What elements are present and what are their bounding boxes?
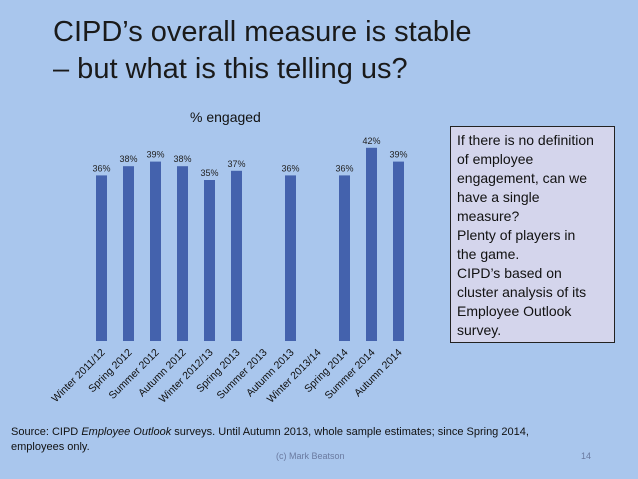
callout-line: Employee Outlook	[457, 303, 572, 319]
bar	[204, 180, 215, 341]
bar	[177, 166, 188, 341]
bar	[285, 175, 296, 341]
source-line2: employees only.	[11, 441, 90, 453]
source-suffix: surveys. Until Autumn 2013, whole sample…	[171, 426, 529, 438]
bar	[150, 161, 161, 341]
callout-line: survey.	[457, 322, 502, 338]
footer-credit: (c) Mark Beatson	[276, 451, 345, 461]
data-label: 36%	[281, 163, 299, 173]
bar	[393, 161, 404, 341]
data-label: 39%	[389, 150, 407, 160]
source-prefix: Source: CIPD	[11, 426, 82, 438]
callout-box: If there is no definition of employee en…	[450, 126, 615, 343]
page-number: 14	[581, 451, 592, 461]
slide-title: CIPD’s overall measure is stable – but w…	[53, 14, 613, 88]
bar	[123, 166, 134, 341]
data-label: 38%	[119, 154, 137, 164]
chart-title: % engaged	[190, 109, 261, 125]
callout-line: the game.	[457, 246, 520, 262]
slide-title-line1: CIPD’s overall measure is stable	[53, 16, 472, 48]
callout-line: If there is no definition	[457, 132, 594, 148]
data-label: 35%	[200, 168, 218, 178]
data-label: 36%	[92, 163, 110, 173]
source-italic: Employee Outlook	[81, 426, 172, 438]
slide-title-line2: – but what is this telling us?	[53, 53, 408, 85]
callout-line: of employee	[457, 151, 534, 167]
data-label: 42%	[362, 136, 380, 146]
callout-line: engagement, can we	[457, 170, 587, 186]
data-label: 39%	[146, 150, 164, 160]
callout-line: CIPD’s based on	[457, 265, 562, 281]
bar	[96, 175, 107, 341]
bar	[366, 147, 377, 341]
data-label: 37%	[227, 159, 245, 169]
source-note: Source: CIPD Employee Outlook surveys. U…	[11, 425, 611, 455]
callout-line: have a single	[457, 189, 540, 205]
category-label: Autumn 2014	[352, 347, 405, 400]
data-label: 36%	[335, 163, 353, 173]
bar	[231, 170, 242, 341]
bar	[339, 175, 350, 341]
callout-line: measure?	[457, 208, 520, 224]
callout-line: Plenty of players in	[457, 227, 576, 243]
callout-line: cluster analysis of its	[457, 284, 587, 300]
data-label: 38%	[173, 154, 191, 164]
